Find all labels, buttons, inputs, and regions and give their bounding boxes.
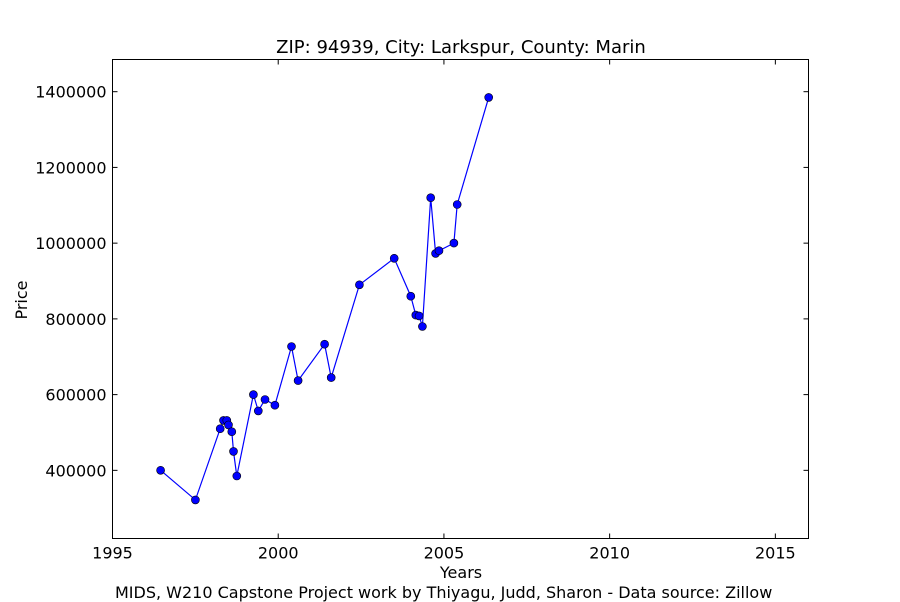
data-point [450,239,458,247]
data-point [418,323,426,331]
data-point [453,201,461,209]
chart-title: ZIP: 94939, City: Larkspur, County: Mari… [276,37,646,58]
plot-frame [113,60,809,539]
y-tick-label: 800000 [45,310,106,329]
y-tick-label: 400000 [45,461,106,480]
data-point [355,281,363,289]
data-point [230,447,238,455]
data-point [415,312,423,320]
y-axis-ticks: 400000 600000 800000 1000000 1200000 1400000 [35,83,808,481]
data-point [427,194,435,202]
footer-credit: MIDS, W210 Capstone Project work by Thiy… [115,583,772,602]
data-point [271,401,279,409]
data-point [228,428,236,436]
x-axis-label: Years [439,563,482,582]
y-axis-label: Price [12,280,31,319]
x-tick-label: 2015 [755,544,796,563]
data-point [321,340,329,348]
data-point [216,425,224,433]
data-point [233,472,241,480]
data-point [390,254,398,262]
plot-layer [157,93,493,504]
x-tick-label: 2000 [258,544,299,563]
y-tick-label: 1000000 [35,234,106,253]
x-axis-ticks: 1995 2000 2005 2010 2015 [92,60,796,563]
series-line [161,97,489,500]
data-point [327,374,335,382]
data-point [435,247,443,255]
x-tick-label: 2010 [589,544,630,563]
x-tick-label: 1995 [92,544,133,563]
data-point [249,391,257,399]
data-point [157,466,165,474]
y-tick-label: 600000 [45,386,106,405]
data-point [261,396,269,404]
data-point [191,496,199,504]
data-point [288,343,296,351]
data-point [485,93,493,101]
data-point [407,292,415,300]
data-point [294,377,302,385]
data-point [254,407,262,415]
y-tick-label: 1400000 [35,83,106,102]
y-tick-label: 1200000 [35,158,106,177]
x-tick-label: 2005 [424,544,465,563]
